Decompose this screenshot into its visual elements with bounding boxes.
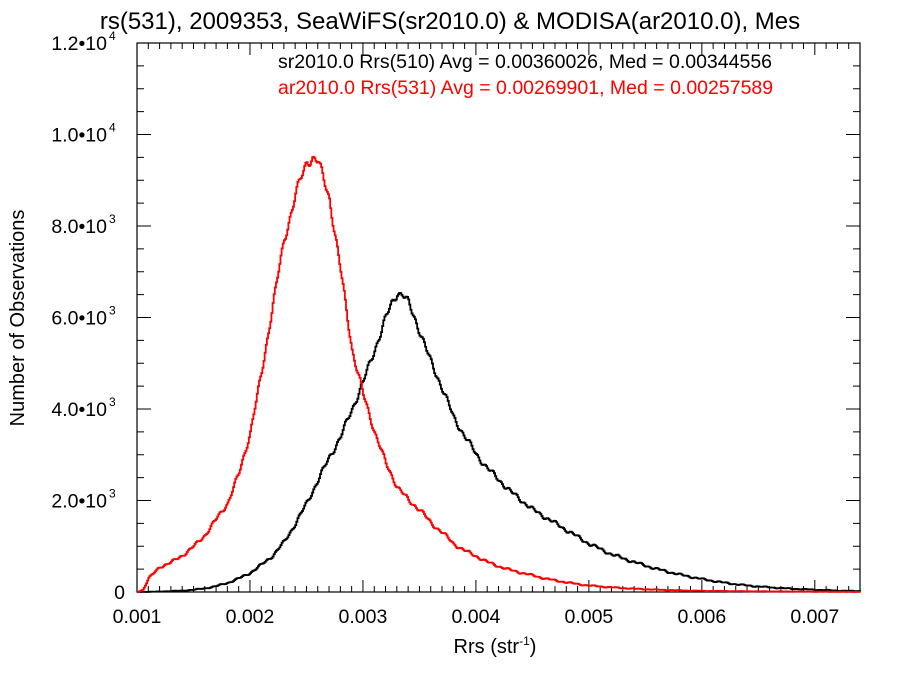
y-tick-mantissa: 1.0•10 bbox=[51, 125, 107, 147]
x-axis-label-text: Rrs (str bbox=[454, 636, 520, 658]
series-ar2010-line bbox=[137, 155, 861, 593]
y-tick-exponent: 3 bbox=[109, 304, 116, 318]
y-tick-label: 2.0•10 bbox=[51, 491, 107, 513]
legend-entry-ar2010: ar2010.0 Rrs(531) Avg = 0.00269901, Med … bbox=[278, 77, 773, 99]
y-tick-mantissa: 0 bbox=[114, 582, 125, 604]
x-tick-label: 0.007 bbox=[790, 606, 839, 628]
y-axis: 02.0•10 34.0•10 36.0•10 38.0•10 31.0•10 41.2•… bbox=[51, 29, 860, 604]
y-tick-mantissa: 6.0•10 bbox=[51, 308, 107, 330]
y-axis-label: Number of Observations bbox=[7, 210, 29, 427]
y-tick-exponent: 4 bbox=[109, 121, 116, 135]
y-tick-exponent: 4 bbox=[109, 29, 116, 43]
x-axis-label-close: ) bbox=[530, 636, 537, 658]
x-tick-label: 0.002 bbox=[226, 606, 275, 628]
y-tick-label: 8.0•10 bbox=[51, 216, 107, 238]
x-tick-label: 0.001 bbox=[113, 606, 162, 628]
series-layer bbox=[137, 155, 861, 593]
x-axis-label-sup: -1 bbox=[519, 634, 530, 648]
y-tick-label: 0 bbox=[114, 582, 125, 604]
x-axis: 0.001 0.002 0.003 0.004 0.005 0.006 0.007 bbox=[113, 43, 861, 628]
x-tick-label: 0.005 bbox=[564, 606, 613, 628]
x-tick-label: 0.003 bbox=[339, 606, 388, 628]
y-tick-mantissa: 4.0•10 bbox=[51, 399, 107, 421]
legend: sr2010.0 Rrs(510) Avg = 0.00360026, Med … bbox=[278, 51, 773, 99]
y-tick-exponent: 3 bbox=[109, 212, 116, 226]
y-tick-mantissa: 1.2•10 bbox=[51, 33, 107, 55]
y-tick-label: 1.2•10 bbox=[51, 33, 107, 55]
x-tick-label: 0.006 bbox=[677, 606, 726, 628]
y-tick-mantissa: 8.0•10 bbox=[51, 216, 107, 238]
y-tick-exponent: 3 bbox=[109, 395, 116, 409]
y-tick-label: 1.0•10 bbox=[51, 125, 107, 147]
x-axis-label: Rrs (str-1) bbox=[454, 634, 537, 658]
y-tick-label: 6.0•10 bbox=[51, 308, 107, 330]
x-tick-label: 0.004 bbox=[452, 606, 501, 628]
legend-entry-sr2010: sr2010.0 Rrs(510) Avg = 0.00360026, Med … bbox=[278, 51, 772, 73]
chart-title: rs(531), 2009353, SeaWiFS(sr2010.0) & MO… bbox=[100, 8, 800, 35]
y-tick-label: 4.0•10 bbox=[51, 399, 107, 421]
y-tick-mantissa: 2.0•10 bbox=[51, 491, 107, 513]
y-tick-exponent: 3 bbox=[109, 487, 116, 501]
series-sr2010-line bbox=[137, 291, 861, 593]
